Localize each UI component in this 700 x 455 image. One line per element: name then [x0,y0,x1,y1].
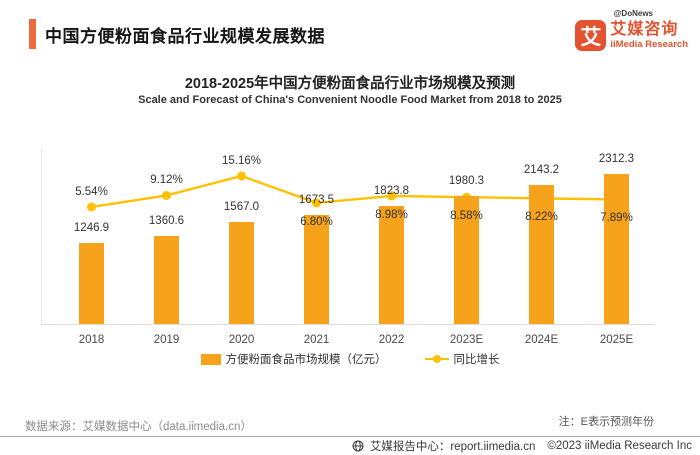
bar-2020 [229,222,254,324]
bar-2025E [604,174,629,324]
bar-value-label-2021: 1673.5 [298,194,335,207]
chart-column-2023E: 1980.3 8.58% 2023E [429,145,504,346]
bar-value-label-2024E: 2143.2 [523,163,560,176]
donews-logo: @DoNews [613,9,653,18]
bar-2022 [379,205,404,324]
copyright-text: ©2023 iiMedia Research Inc [547,440,692,452]
growth-label-2024E: 8.22% [525,211,558,224]
x-axis-label-2020: 2020 [228,334,255,346]
chart-column-2025E: 2312.3 7.89% 2025E [579,145,654,346]
growth-label-2022: 8.98% [375,208,408,221]
iimedia-logo-icon: 艾 [575,20,607,51]
growth-label-2021: 6.80% [300,215,333,228]
bar-value-label-2023E: 1980.3 [448,174,485,187]
brand-name-cn: 艾媒咨询 [610,21,679,38]
bar-2023E [454,195,479,324]
bar-2024E [529,185,554,324]
chart-column-2022: 1823.8 8.98% 2022 [354,145,429,346]
brand-name-en: iiMedia Research [610,39,688,50]
bottom-bar: 艾媒报告中心：report.iimedia.cn ©2023 iiMedia R… [0,436,700,455]
chart-legend: 方便粉面食品市场规模（亿元） 同比增长 [0,351,700,367]
chart-column-2021: 1673.5 6.80% 2021 [279,145,354,346]
growth-label-2020: 15.16% [221,155,261,167]
growth-label-2019: 9.12% [150,174,183,187]
legend-line-label: 同比增长 [453,354,500,366]
x-axis-label-2019: 2019 [153,334,180,346]
growth-label-2023E: 8.58% [450,210,483,223]
x-axis-label-2024E: 2024E [524,334,559,346]
growth-label-2025E: 7.89% [600,212,633,225]
legend-bar-label: 方便粉面食品市场规模（亿元） [225,354,387,366]
bar-value-label-2022: 1823.8 [373,184,410,197]
legend-item-bar: 方便粉面食品市场规模（亿元） [200,351,387,367]
bar-value-label-2019: 1360.6 [148,214,185,227]
growth-label-2018: 5.54% [75,186,108,198]
bar-value-label-2018: 1246.9 [73,222,110,235]
chart-column-2020: 1567.0 15.16% 2020 [204,145,279,346]
bar-2019 [154,235,179,324]
report-center-text: 艾媒报告中心：report.iimedia.cn [369,441,536,453]
x-axis-line [41,324,654,325]
x-axis-label-2025E: 2025E [599,334,634,346]
chart-title: 2018-2025年中国方便粉面食品行业市场规模及预测 [184,76,516,92]
chart-subtitle: Scale and Forecast of China's Convenient… [138,94,562,106]
x-axis-label-2018: 2018 [78,334,105,346]
bar-value-label-2025E: 2312.3 [598,153,635,165]
chart-column-2024E: 2143.2 8.22% 2024E [504,145,579,346]
forecast-note: 注：E表示预测年份 [558,416,654,428]
line-marker-icon [424,355,449,363]
x-axis-label-2023E: 2023E [449,334,484,346]
x-axis-label-2021: 2021 [303,334,330,346]
legend-item-line: 同比增长 [424,351,500,367]
data-source: 数据来源：艾媒数据中心（data.iimedia.cn） [25,421,252,433]
bar-value-label-2020: 1567.0 [223,201,260,214]
plot-area: 1246.9 5.54% 2018 1360.6 9.12% 2019 1567.0 15.1… [54,145,654,346]
chart-column-2019: 1360.6 9.12% 2019 [129,145,204,346]
bar-2018 [79,243,104,324]
chart-column-2018: 1246.9 5.54% 2018 [54,145,129,346]
globe-icon [352,440,364,452]
page-title: 中国方便粉面食品行业规模发展数据 [45,27,325,46]
header-accent-bar [29,19,36,49]
bar-2021 [304,215,329,324]
x-axis-label-2022: 2022 [378,334,405,346]
bar-swatch-icon [200,353,221,365]
y-axis-line [41,148,42,324]
